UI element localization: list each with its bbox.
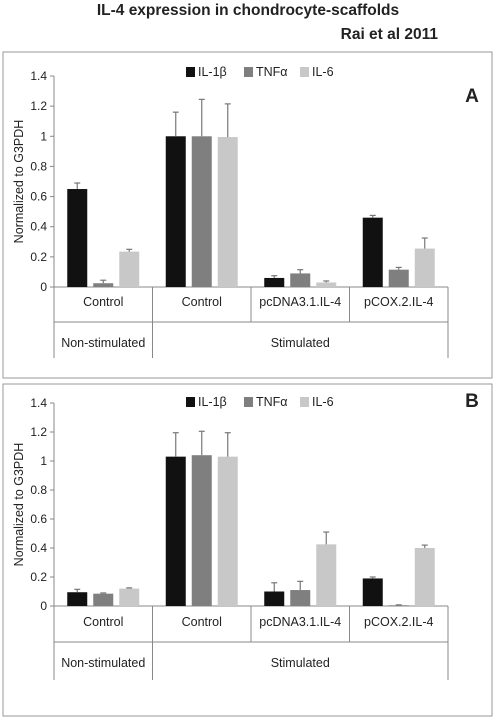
panel-a-legend-label: IL-6 bbox=[312, 65, 334, 79]
panel-b-y-tick-label: 0 bbox=[40, 599, 47, 613]
panel-b-bar bbox=[264, 591, 285, 606]
panel-a-y-tick-label: 0.8 bbox=[30, 159, 47, 173]
panel-b-label: B bbox=[465, 391, 479, 412]
panel-b-legend-swatch bbox=[244, 397, 253, 407]
panel-b-bar bbox=[217, 456, 238, 606]
panel-a-bar bbox=[414, 248, 435, 287]
panel-b-legend-label: TNFα bbox=[256, 395, 288, 409]
panel-a-bar bbox=[67, 189, 88, 287]
panel-b-y-tick-label: 1.4 bbox=[30, 396, 47, 410]
panel-b-group-label: Non-stimulated bbox=[61, 656, 145, 670]
panel-a-y-tick-label: 1 bbox=[40, 129, 47, 143]
panel-a-y-tick-label: 1.4 bbox=[30, 69, 47, 83]
panel-a-y-tick-label: 0 bbox=[40, 280, 47, 294]
panel-b-category-label: pCOX.2.IL-4 bbox=[364, 615, 434, 629]
panel-b-bar bbox=[388, 605, 409, 606]
panel-a-bar bbox=[165, 136, 186, 287]
panel-b-bar bbox=[93, 593, 114, 606]
panel-b-bar bbox=[290, 590, 311, 606]
panel-a-bar bbox=[119, 251, 140, 287]
panel-b-category-label: pcDNA3.1.IL-4 bbox=[259, 615, 341, 629]
panel-a-category-label: pcDNA3.1.IL-4 bbox=[259, 295, 341, 309]
panel-b-legend-swatch bbox=[300, 397, 309, 407]
panel-b-border bbox=[2, 383, 493, 717]
panel-b-bar bbox=[414, 548, 435, 606]
panel-a-legend-label: TNFα bbox=[256, 65, 288, 79]
panel-a-bar bbox=[290, 273, 311, 287]
panel-b-y-axis-label: Normalized to G3PDH bbox=[12, 443, 26, 567]
panel-b-y-tick-label: 0.2 bbox=[30, 570, 47, 584]
panel-b-bar bbox=[362, 578, 383, 606]
panel-b-legend-swatch bbox=[186, 397, 195, 407]
panel-b-bar bbox=[119, 588, 140, 606]
panel-a-bar bbox=[362, 217, 383, 287]
panel-a-y-tick-label: 0.4 bbox=[30, 220, 47, 234]
panel-b-category-label: Control bbox=[182, 615, 222, 629]
panel-b-y-tick-label: 0.6 bbox=[30, 512, 47, 526]
panel-a-legend-label: IL-1β bbox=[198, 65, 227, 79]
panel-a-category-label: Control bbox=[182, 295, 222, 309]
panel-a-group-label: Non-stimulated bbox=[61, 336, 145, 350]
panel-a-bar bbox=[316, 282, 337, 287]
panel-a-legend-swatch bbox=[300, 67, 309, 77]
figure-title: IL-4 expression in chondrocyte-scaffolds bbox=[96, 2, 400, 19]
panel-a-bar bbox=[264, 277, 285, 287]
panel-a-y-tick-label: 1.2 bbox=[30, 99, 47, 113]
panel-b-y-tick-label: 1 bbox=[40, 454, 47, 468]
panel-b-bar bbox=[67, 592, 88, 606]
panel-b-legend-label: IL-1β bbox=[198, 395, 227, 409]
panel-a-bar bbox=[93, 283, 114, 287]
panel-b-y-tick-label: 0.8 bbox=[30, 483, 47, 497]
panel-a-y-tick-label: 0.6 bbox=[30, 190, 47, 204]
panel-a-y-axis-label: Normalized to G3PDH bbox=[12, 120, 26, 244]
panel-a-bar bbox=[191, 136, 212, 287]
panel-b-legend-label: IL-6 bbox=[312, 395, 334, 409]
panel-b-bar bbox=[165, 456, 186, 606]
figure-subtitle: Rai et al 2011 bbox=[340, 26, 438, 43]
panel-a-group-label: Stimulated bbox=[271, 336, 330, 350]
panel-a-label: A bbox=[465, 86, 479, 107]
panel-a-category-label: pCOX.2.IL-4 bbox=[364, 295, 434, 309]
panel-b-y-tick-label: 0.4 bbox=[30, 541, 47, 555]
panel-a-bar bbox=[388, 269, 409, 287]
panel-b-y-tick-label: 1.2 bbox=[30, 425, 47, 439]
panel-a-y-tick-label: 0.2 bbox=[30, 250, 47, 264]
panel-b-bar bbox=[191, 455, 212, 606]
panel-b-category-label: Control bbox=[83, 615, 123, 629]
panel-b-group-label: Stimulated bbox=[271, 656, 330, 670]
panel-a-legend-swatch bbox=[244, 67, 253, 77]
panel-a-bar bbox=[217, 137, 238, 287]
panel-b-bar bbox=[316, 544, 337, 606]
panel-a-legend-swatch bbox=[186, 67, 195, 77]
panel-a-category-label: Control bbox=[83, 295, 123, 309]
